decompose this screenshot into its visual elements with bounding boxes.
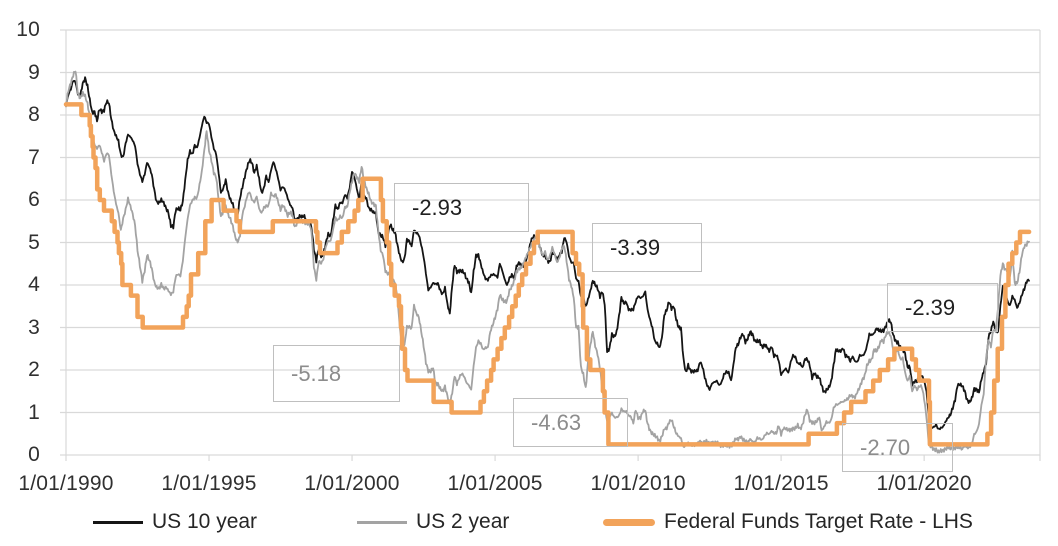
y-axis-tick-label: 7	[28, 145, 40, 169]
legend-item-us-2-year[interactable]: US 2 year	[357, 508, 509, 536]
legend-item-federal-funds-target-rate-lhs[interactable]: Federal Funds Target Rate - LHS	[603, 508, 973, 536]
series-us-10-year	[65, 76, 1030, 431]
legend-line-swatch	[603, 518, 655, 526]
annotation-label: -3.39	[610, 234, 661, 260]
annotation-label: -2.39	[905, 294, 956, 320]
annotation-label: -4.63	[531, 409, 582, 435]
legend-label: US 2 year	[416, 510, 510, 533]
x-axis-tick-label: 1/01/2015	[733, 472, 829, 495]
legend-line-swatch	[357, 520, 407, 524]
legend-label: US 10 year	[152, 510, 258, 533]
y-axis-tick-label: 2	[28, 358, 40, 381]
x-axis-tick-label: 1/01/1990	[18, 472, 114, 495]
annotation-box: -2.70	[842, 423, 953, 472]
y-axis-tick-label: 9	[28, 60, 40, 84]
x-axis-tick-label: 1/01/1995	[161, 472, 257, 495]
annotation-label: -5.18	[291, 360, 342, 386]
annotation-label: -2.93	[412, 194, 463, 220]
y-axis-tick-label: 4	[28, 273, 40, 296]
y-axis-tick-label: 0	[28, 443, 40, 466]
legend-item-us-10-year[interactable]: US 10 year	[93, 508, 257, 536]
annotation-box: -2.93	[394, 183, 529, 232]
annotation-box: -4.63	[513, 398, 628, 447]
y-axis-tick-label: 10	[16, 18, 40, 41]
y-axis-tick-label: 6	[28, 188, 40, 211]
x-axis-tick-label: 1/01/2005	[447, 472, 543, 495]
legend-line-swatch	[93, 520, 143, 524]
x-axis-tick-label: 1/01/2000	[304, 472, 400, 495]
annotation-box: -5.18	[273, 345, 400, 402]
annotation-box: -2.39	[887, 283, 998, 332]
legend-label: Federal Funds Target Rate - LHS	[664, 510, 973, 533]
y-axis-tick-label: 5	[28, 230, 40, 254]
series-federal-funds-target-rate-lhs	[63, 102, 1032, 447]
y-axis-tick-label: 3	[28, 315, 40, 339]
y-axis-tick-label: 1	[28, 400, 40, 424]
annotation-label: -2.70	[860, 434, 911, 460]
y-axis-tick-label: 8	[28, 103, 40, 126]
x-axis-tick-label: 1/01/2010	[590, 472, 686, 495]
annotation-box: -3.39	[592, 223, 702, 272]
x-axis-tick-label: 1/01/2020	[876, 472, 972, 495]
